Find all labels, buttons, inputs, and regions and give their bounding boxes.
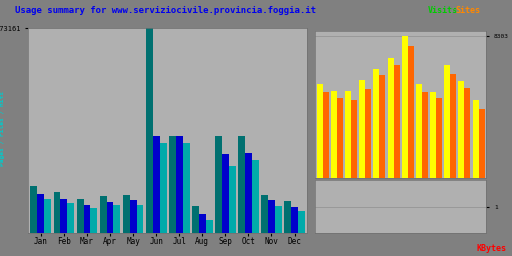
Bar <box>291 207 298 233</box>
Bar <box>60 199 68 233</box>
Bar <box>137 205 143 233</box>
Bar <box>100 196 106 233</box>
Bar <box>422 92 428 178</box>
Bar <box>365 89 371 178</box>
Bar <box>77 199 83 233</box>
Bar <box>238 136 245 233</box>
Bar <box>176 136 183 233</box>
Bar <box>359 80 365 178</box>
Bar <box>394 65 399 178</box>
Bar <box>54 192 60 233</box>
Text: KBytes: KBytes <box>477 244 507 253</box>
Bar <box>130 200 137 233</box>
Bar <box>337 98 343 178</box>
Bar <box>436 98 442 178</box>
Bar <box>31 186 37 233</box>
Bar <box>408 46 414 178</box>
Bar <box>268 200 275 233</box>
Text: Sites: Sites <box>455 6 480 15</box>
Bar <box>229 166 236 233</box>
Bar <box>331 91 337 178</box>
Bar <box>261 195 268 233</box>
Bar <box>215 136 222 233</box>
Bar <box>68 203 74 233</box>
Bar <box>373 69 379 178</box>
Bar <box>123 195 130 233</box>
Text: Visits: Visits <box>428 6 458 15</box>
Bar <box>252 161 259 233</box>
Bar <box>192 206 199 233</box>
Bar <box>153 136 160 233</box>
Bar <box>91 208 97 233</box>
Text: Usage summary for www.serviziocivile.provincia.foggia.it: Usage summary for www.serviziocivile.pro… <box>15 6 316 15</box>
Bar <box>430 92 436 178</box>
Bar <box>45 199 51 233</box>
Bar <box>473 100 479 178</box>
Bar <box>450 74 456 178</box>
Bar <box>206 220 212 233</box>
Text: Pages / Files / Hits: Pages / Files / Hits <box>0 91 5 165</box>
Bar <box>298 211 305 233</box>
Bar <box>402 36 408 178</box>
Bar <box>83 205 91 233</box>
Bar <box>245 153 252 233</box>
Bar <box>275 206 282 233</box>
Bar <box>160 143 166 233</box>
Bar <box>464 88 471 178</box>
Bar <box>345 91 351 178</box>
Bar <box>222 154 229 233</box>
Bar <box>479 109 484 178</box>
Bar <box>351 100 357 178</box>
Bar <box>284 201 291 233</box>
Bar <box>106 202 114 233</box>
Text: /: / <box>450 6 455 15</box>
Bar <box>458 81 464 178</box>
Bar <box>37 194 45 233</box>
Bar <box>183 143 189 233</box>
Bar <box>323 92 329 178</box>
Bar <box>379 75 386 178</box>
Bar <box>199 214 206 233</box>
Bar <box>416 84 422 178</box>
Bar <box>169 136 176 233</box>
Bar <box>317 84 323 178</box>
Bar <box>388 58 394 178</box>
Bar <box>114 205 120 233</box>
Bar <box>444 65 450 178</box>
Bar <box>146 28 153 233</box>
